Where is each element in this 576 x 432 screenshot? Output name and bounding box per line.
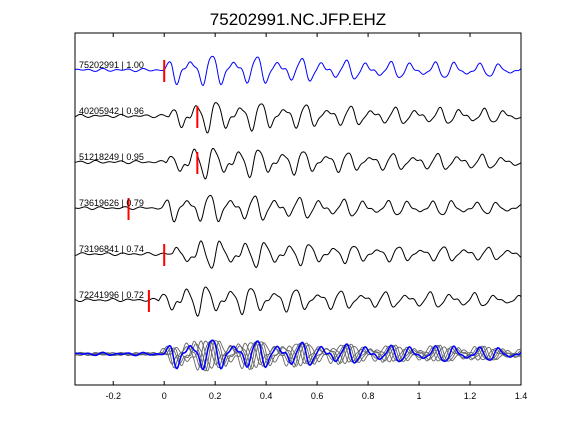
trace-label-2: 40205942 | 0.96 [79, 106, 144, 116]
trace-line-2 [74, 102, 522, 134]
stack-overlay-line-4 [74, 340, 522, 369]
trace-label-4: 73619626 | 0.79 [79, 198, 144, 208]
x-tick-label-7: 1 [417, 391, 422, 401]
trace-label-3: 51218249 | 0.95 [79, 152, 144, 162]
trace-line-5 [74, 240, 522, 269]
x-tick-label-1: -0.2 [105, 391, 121, 401]
trace-line-3 [74, 147, 522, 180]
x-tick-label-5: 0.6 [311, 391, 324, 401]
x-tick-label-8: 1.2 [464, 391, 477, 401]
trace-label-5: 73196841 | 0.74 [79, 244, 144, 254]
x-tick-label-3: 0.2 [209, 391, 222, 401]
chart-title: 75202991.NC.JFP.EHZ [210, 10, 386, 29]
x-tick-label-2: 0 [162, 391, 167, 401]
x-axis: -0.2 0 0.2 0.4 0.6 0.8 1 1.2 1.4 [105, 33, 527, 401]
x-tick-label-6: 0.8 [362, 391, 375, 401]
trace-label-6: 72241996 | 0.72 [79, 290, 144, 300]
x-tick-label-9: 1.4 [515, 391, 528, 401]
stack-reference-line [74, 339, 522, 371]
stacked-overlay [74, 339, 522, 372]
plot-area [74, 32, 522, 386]
trace-group: 75202991 | 1.00 40205942 | 0.96 51218249 |… [74, 55, 522, 317]
x-tick-label-4: 0.4 [260, 391, 273, 401]
trace-label-1: 75202991 | 1.00 [79, 60, 144, 70]
trace-line-1 [74, 55, 522, 87]
trace-line-4 [74, 194, 522, 223]
